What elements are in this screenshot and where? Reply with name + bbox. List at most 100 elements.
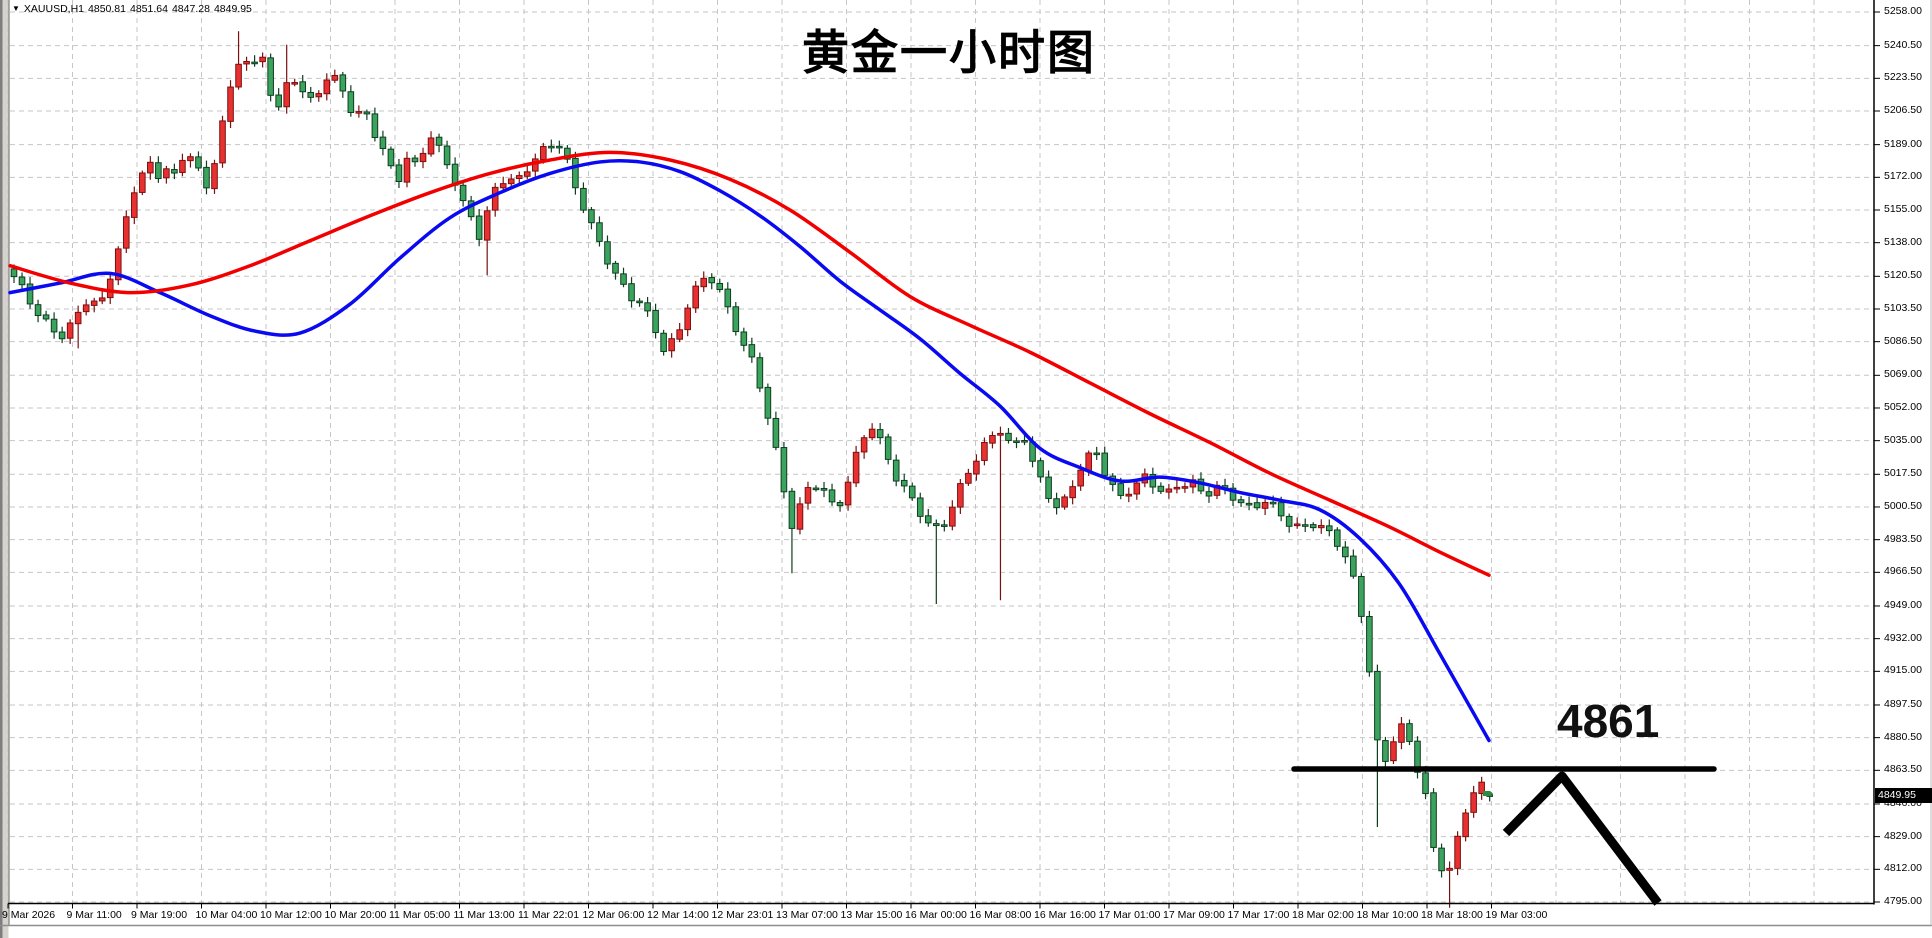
ohlc-open: 4850.81: [88, 3, 126, 15]
candle-down: [548, 145, 555, 149]
time-axis-label: 16 Mar 16:00: [1034, 909, 1096, 921]
time-axis-label: 16 Mar 08:00: [969, 909, 1032, 921]
candle-down: [1382, 740, 1389, 762]
candle-down: [267, 57, 274, 96]
candle-down: [1205, 491, 1213, 497]
candles-layer: [10, 31, 1493, 908]
candle-down: [1366, 615, 1373, 673]
candle-up: [1390, 741, 1397, 762]
dropdown-arrow-icon: ▼: [12, 4, 20, 13]
price-axis-label: 4949.00: [1884, 598, 1922, 611]
candle-down: [339, 74, 347, 92]
candle-up: [315, 93, 323, 98]
candle-up: [259, 56, 266, 63]
candle-down: [604, 241, 611, 265]
time-axis-label: 17 Mar 01:00: [1098, 909, 1161, 921]
candle-up: [283, 82, 290, 108]
candle-up: [211, 163, 218, 190]
candle-down: [941, 524, 948, 527]
price-axis-label: 5240.50: [1884, 38, 1922, 51]
price-axis-label: 4829.00: [1884, 829, 1922, 842]
time-axis-label: 12 Mar 23:01: [711, 909, 774, 921]
candle-down: [820, 487, 828, 491]
candle-up: [1462, 812, 1469, 838]
price-axis-label: 5086.50: [1884, 334, 1922, 347]
time-axis-label: 9 Mar 19:00: [131, 909, 188, 921]
candle-down: [1414, 740, 1421, 773]
candle-down: [764, 386, 772, 419]
candle-down: [1325, 525, 1333, 532]
candle-down: [1309, 524, 1317, 529]
candle-down: [556, 145, 563, 149]
candle-down: [1277, 502, 1285, 517]
candle-up: [331, 74, 339, 81]
candle-up: [323, 79, 331, 95]
candle-up: [700, 277, 708, 288]
candle-down: [772, 417, 780, 448]
candle-down: [307, 91, 315, 98]
candle-up: [66, 322, 74, 339]
candle-down: [1021, 439, 1028, 443]
candle-up: [235, 63, 242, 88]
candle-down: [411, 157, 419, 163]
candle-up: [1069, 486, 1076, 499]
candle-down: [347, 91, 355, 113]
candle-up: [957, 483, 964, 508]
candle-down: [1358, 575, 1365, 617]
candle-up: [692, 285, 700, 309]
candle-down: [836, 502, 844, 507]
candle-down: [1422, 772, 1429, 795]
price-axis-label: 4915.00: [1884, 664, 1922, 677]
price-axis-label: 4897.50: [1884, 697, 1922, 710]
candle-down: [26, 283, 34, 305]
candle-up: [507, 178, 515, 185]
symbol-info-dropdown[interactable]: ▼ XAUUSD,H1 4850.81 4851.64 4847.28 4849…: [12, 3, 252, 15]
price-axis-label: 4863.50: [1884, 763, 1922, 776]
candle-down: [636, 300, 643, 304]
candle-up: [1061, 496, 1068, 508]
time-axis-label: 11 Mar 05:00: [389, 909, 451, 921]
candle-up: [106, 278, 114, 299]
symbol-name: XAUUSD,H1: [23, 3, 85, 15]
candle-up: [1398, 723, 1405, 743]
candle-down: [275, 94, 282, 108]
candle-down: [708, 277, 716, 284]
current-price-tag: 4849.95: [1875, 788, 1932, 803]
time-axis-label: 18 Mar 18:00: [1421, 909, 1483, 921]
candle-down: [34, 304, 42, 317]
candle-down: [459, 184, 467, 202]
price-axis-label: 4932.00: [1884, 631, 1922, 644]
candle-down: [10, 268, 18, 278]
time-axis-label: 10 Mar 12:00: [260, 909, 322, 921]
price-axis-label: 5035.00: [1884, 433, 1922, 446]
time-axis-label: 10 Mar 04:00: [195, 909, 258, 921]
candle-down: [652, 309, 659, 334]
candle-up: [684, 307, 691, 331]
candle-down: [908, 485, 916, 499]
candle-down: [1334, 529, 1341, 547]
candle-up: [804, 487, 812, 504]
candle-up: [1077, 469, 1084, 487]
candle-up: [852, 451, 860, 484]
candle-up: [147, 161, 154, 174]
candle-down: [1117, 483, 1125, 496]
candle-down: [1053, 498, 1060, 509]
candle-down: [379, 136, 387, 149]
annotations-layer[interactable]: [1291, 766, 1717, 906]
candle-up: [676, 329, 683, 340]
candle-down: [1093, 452, 1101, 456]
candle-up: [989, 435, 996, 444]
candle-down: [892, 459, 900, 482]
candle-down: [1149, 473, 1157, 488]
time-axis-label: 18 Mar 10:00: [1356, 909, 1419, 921]
candle-up: [1470, 792, 1477, 813]
price-axis-label: 5206.50: [1884, 103, 1922, 116]
candle-down: [1005, 432, 1012, 441]
candle-down: [732, 306, 740, 333]
candle-up: [122, 216, 130, 249]
price-axis-label: 4966.50: [1884, 565, 1922, 578]
candle-up: [74, 311, 82, 325]
candle-up: [243, 60, 250, 65]
